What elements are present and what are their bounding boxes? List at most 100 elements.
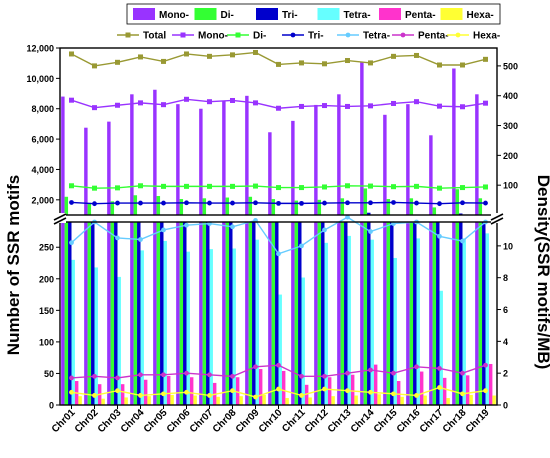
bar xyxy=(147,396,151,405)
point xyxy=(138,100,143,106)
x-tick-label: Chr12 xyxy=(303,407,331,435)
x-tick-label: Chr15 xyxy=(372,407,400,435)
point xyxy=(345,388,350,394)
point xyxy=(368,183,373,189)
y2-tick-label: 200 xyxy=(503,151,518,161)
bar xyxy=(225,222,230,405)
bar xyxy=(386,199,391,215)
axis-break-mark xyxy=(490,217,504,225)
legend-label: Penta- xyxy=(418,31,449,42)
legend-swatch xyxy=(256,8,278,20)
bar xyxy=(202,198,207,215)
point xyxy=(460,370,465,376)
point xyxy=(92,105,97,111)
y-tick-label: 0 xyxy=(49,401,54,411)
point xyxy=(161,372,166,378)
x-tick-label: Chr08 xyxy=(211,407,239,435)
point xyxy=(483,362,488,368)
y-tick-label: 150 xyxy=(39,306,54,316)
point xyxy=(161,102,166,108)
point xyxy=(299,200,304,206)
legend-marker xyxy=(290,32,296,38)
bar-legend-frame xyxy=(126,3,501,25)
bar xyxy=(193,395,197,405)
bar xyxy=(137,222,141,405)
point xyxy=(253,364,258,370)
bar xyxy=(363,222,368,405)
legend-label: Tetra- xyxy=(363,31,390,42)
legend-swatch xyxy=(379,8,401,20)
bar xyxy=(469,394,473,405)
point xyxy=(391,391,396,397)
bar xyxy=(199,108,203,215)
y-tick-label: 200 xyxy=(39,274,54,284)
point xyxy=(437,201,442,207)
bar xyxy=(383,114,387,215)
bar xyxy=(409,222,414,405)
point xyxy=(138,54,143,60)
bar xyxy=(459,222,463,405)
bar xyxy=(176,222,180,405)
x-tick-label: Chr02 xyxy=(73,407,101,435)
point xyxy=(69,51,74,57)
bar xyxy=(393,257,397,405)
point xyxy=(207,393,212,398)
axis-break-mark xyxy=(490,213,504,221)
point xyxy=(230,97,235,103)
point xyxy=(345,183,350,189)
point xyxy=(437,233,442,239)
axis-break-mark xyxy=(53,217,67,225)
point xyxy=(230,183,235,189)
point xyxy=(322,200,327,206)
point xyxy=(253,100,258,106)
bar xyxy=(429,222,433,405)
point xyxy=(322,103,327,109)
point xyxy=(69,389,74,395)
point xyxy=(253,200,258,206)
point xyxy=(460,391,465,397)
point xyxy=(230,200,235,206)
axis-break-mark xyxy=(53,213,67,221)
point xyxy=(437,62,442,68)
bar xyxy=(324,242,328,405)
bar xyxy=(459,213,463,215)
bar xyxy=(130,222,134,405)
point xyxy=(161,200,166,206)
point xyxy=(230,52,235,58)
bar-series-tetra xyxy=(71,233,489,405)
bar xyxy=(107,222,111,405)
bar xyxy=(160,222,164,405)
bar xyxy=(64,196,69,215)
bar xyxy=(478,222,483,405)
bar xyxy=(130,94,134,215)
bar xyxy=(183,222,187,405)
point xyxy=(437,103,442,109)
point xyxy=(92,63,97,69)
bar xyxy=(248,196,253,215)
bar xyxy=(386,222,391,405)
bar xyxy=(153,89,157,215)
point xyxy=(276,185,281,191)
point xyxy=(368,60,373,66)
bar xyxy=(452,68,456,215)
point xyxy=(115,375,120,381)
bar xyxy=(133,222,138,405)
point xyxy=(437,185,442,191)
point xyxy=(299,393,304,398)
legend-label: Penta- xyxy=(405,10,436,21)
point xyxy=(184,370,189,376)
bar xyxy=(84,222,88,405)
bar xyxy=(268,132,272,215)
legend-label: Hexa- xyxy=(467,10,494,21)
point xyxy=(483,56,488,62)
bar xyxy=(170,394,174,405)
x-tick-label: Chr11 xyxy=(280,407,308,435)
y-axis-label-right: Density(SSR motifs/MB) xyxy=(534,175,550,370)
bar xyxy=(94,267,98,405)
point xyxy=(207,53,212,59)
x-tick-label: Chr06 xyxy=(165,407,193,435)
bar xyxy=(294,222,299,405)
bar xyxy=(367,212,371,215)
bar xyxy=(239,396,243,405)
x-tick-label: Chr09 xyxy=(234,407,262,435)
